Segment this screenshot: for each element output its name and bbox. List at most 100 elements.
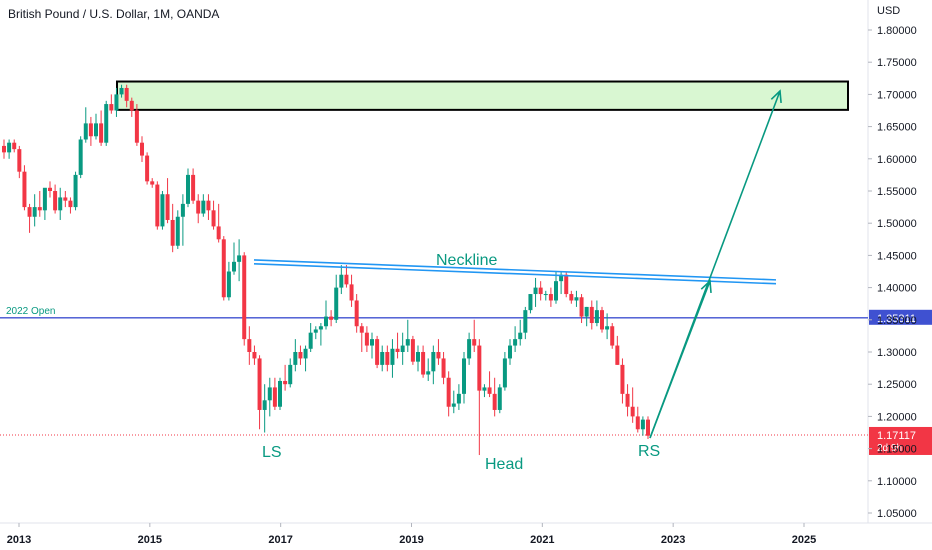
candle-body: [293, 352, 298, 365]
candle: [528, 294, 533, 314]
candle: [344, 265, 349, 288]
candle: [257, 355, 262, 430]
candle-body: [288, 364, 293, 385]
candle: [477, 339, 482, 456]
candle-body: [160, 194, 165, 227]
candle: [436, 339, 441, 365]
price-tick-label: 1.15000: [877, 444, 917, 456]
price-tick-label: 1.45000: [877, 250, 917, 262]
price-tick-label: 1.10000: [877, 476, 917, 488]
candle: [104, 100, 109, 146]
candle: [543, 290, 548, 301]
price-tick-label: 1.40000: [877, 283, 917, 295]
candle: [37, 191, 42, 217]
candle: [226, 261, 231, 301]
candle-body: [186, 174, 190, 204]
time-tick-label: 2019: [399, 534, 423, 546]
candle-body: [324, 316, 328, 327]
candle: [160, 191, 165, 230]
candle-body: [73, 174, 78, 208]
candle-body: [620, 364, 625, 394]
candle-body: [589, 306, 594, 324]
candle: [206, 194, 211, 220]
arrow-to-neckline-head: [700, 279, 712, 294]
candle-body: [318, 326, 323, 330]
candle: [380, 345, 385, 372]
target-arrow[interactable]: [649, 89, 782, 439]
candle-body: [635, 416, 640, 430]
candle: [175, 210, 180, 249]
candle-body: [37, 207, 42, 211]
candle-body: [119, 87, 124, 95]
level-label: 2022 Open: [6, 306, 56, 317]
candle: [114, 87, 119, 117]
candle-body: [242, 255, 247, 340]
candle-body: [543, 294, 548, 296]
candle: [262, 384, 267, 433]
candle: [579, 294, 584, 324]
candle-body: [625, 393, 630, 407]
candle-body: [257, 358, 262, 410]
candle-body: [114, 94, 119, 111]
candle: [318, 323, 323, 346]
candle-body: [594, 310, 599, 324]
drawings[interactable]: [253, 89, 782, 439]
bar-countdown-text: 2d 9h: [877, 443, 902, 454]
candle: [421, 345, 426, 378]
candle: [58, 187, 63, 220]
candle-body: [58, 197, 63, 211]
candle-body: [610, 326, 615, 346]
candle-body: [88, 123, 93, 137]
annotation-labels: Neckline LS Head RS: [262, 252, 660, 473]
candle: [364, 326, 369, 352]
pattern-label-head: Head: [485, 456, 523, 473]
candle: [446, 371, 451, 417]
candle-body: [221, 239, 226, 298]
candle: [252, 345, 257, 365]
time-axis[interactable]: 2013 2015 2017 2019 2021 2023 2025: [7, 523, 816, 546]
price-tick-label: 1.70000: [877, 89, 917, 101]
candle: [165, 178, 170, 224]
candle: [620, 358, 625, 404]
candle: [155, 181, 160, 230]
time-tick-label: 2017: [268, 534, 292, 546]
neckline-line[interactable]: [253, 262, 777, 285]
candle: [140, 136, 144, 163]
candle-body: [451, 403, 456, 407]
candle: [124, 84, 129, 108]
candle: [329, 310, 334, 327]
candle: [395, 332, 400, 359]
candle: [405, 319, 410, 352]
candle: [53, 184, 58, 214]
price-axis[interactable]: USD 1.80000 1.75000 1.70000 1.65000 1.60000 1…: [868, 5, 917, 520]
candle-body: [7, 142, 12, 153]
candle: [267, 377, 272, 417]
candle: [594, 300, 599, 327]
candle: [370, 332, 374, 359]
neckline-line[interactable]: [253, 259, 777, 281]
candle: [385, 345, 390, 372]
candle-body: [477, 345, 482, 391]
target-zone[interactable]: [116, 80, 849, 111]
candle-body: [313, 329, 318, 333]
candle: [451, 390, 456, 414]
candle-body: [308, 332, 313, 349]
candle: [12, 139, 17, 153]
target-arrow-head: [770, 89, 782, 104]
candle-body: [380, 352, 385, 365]
candle: [416, 345, 420, 372]
candle: [635, 406, 640, 433]
candle: [359, 323, 364, 352]
price-tick-label: 1.25000: [877, 379, 917, 391]
candle-body: [462, 358, 466, 394]
candle: [313, 326, 318, 340]
candle-body: [574, 297, 579, 301]
price-tick-label: 1.80000: [877, 25, 917, 37]
target-zone-rect[interactable]: [116, 80, 849, 111]
candle-body: [467, 339, 472, 359]
candle-body: [109, 104, 114, 111]
candle: [99, 110, 104, 146]
candle-body: [104, 104, 109, 143]
